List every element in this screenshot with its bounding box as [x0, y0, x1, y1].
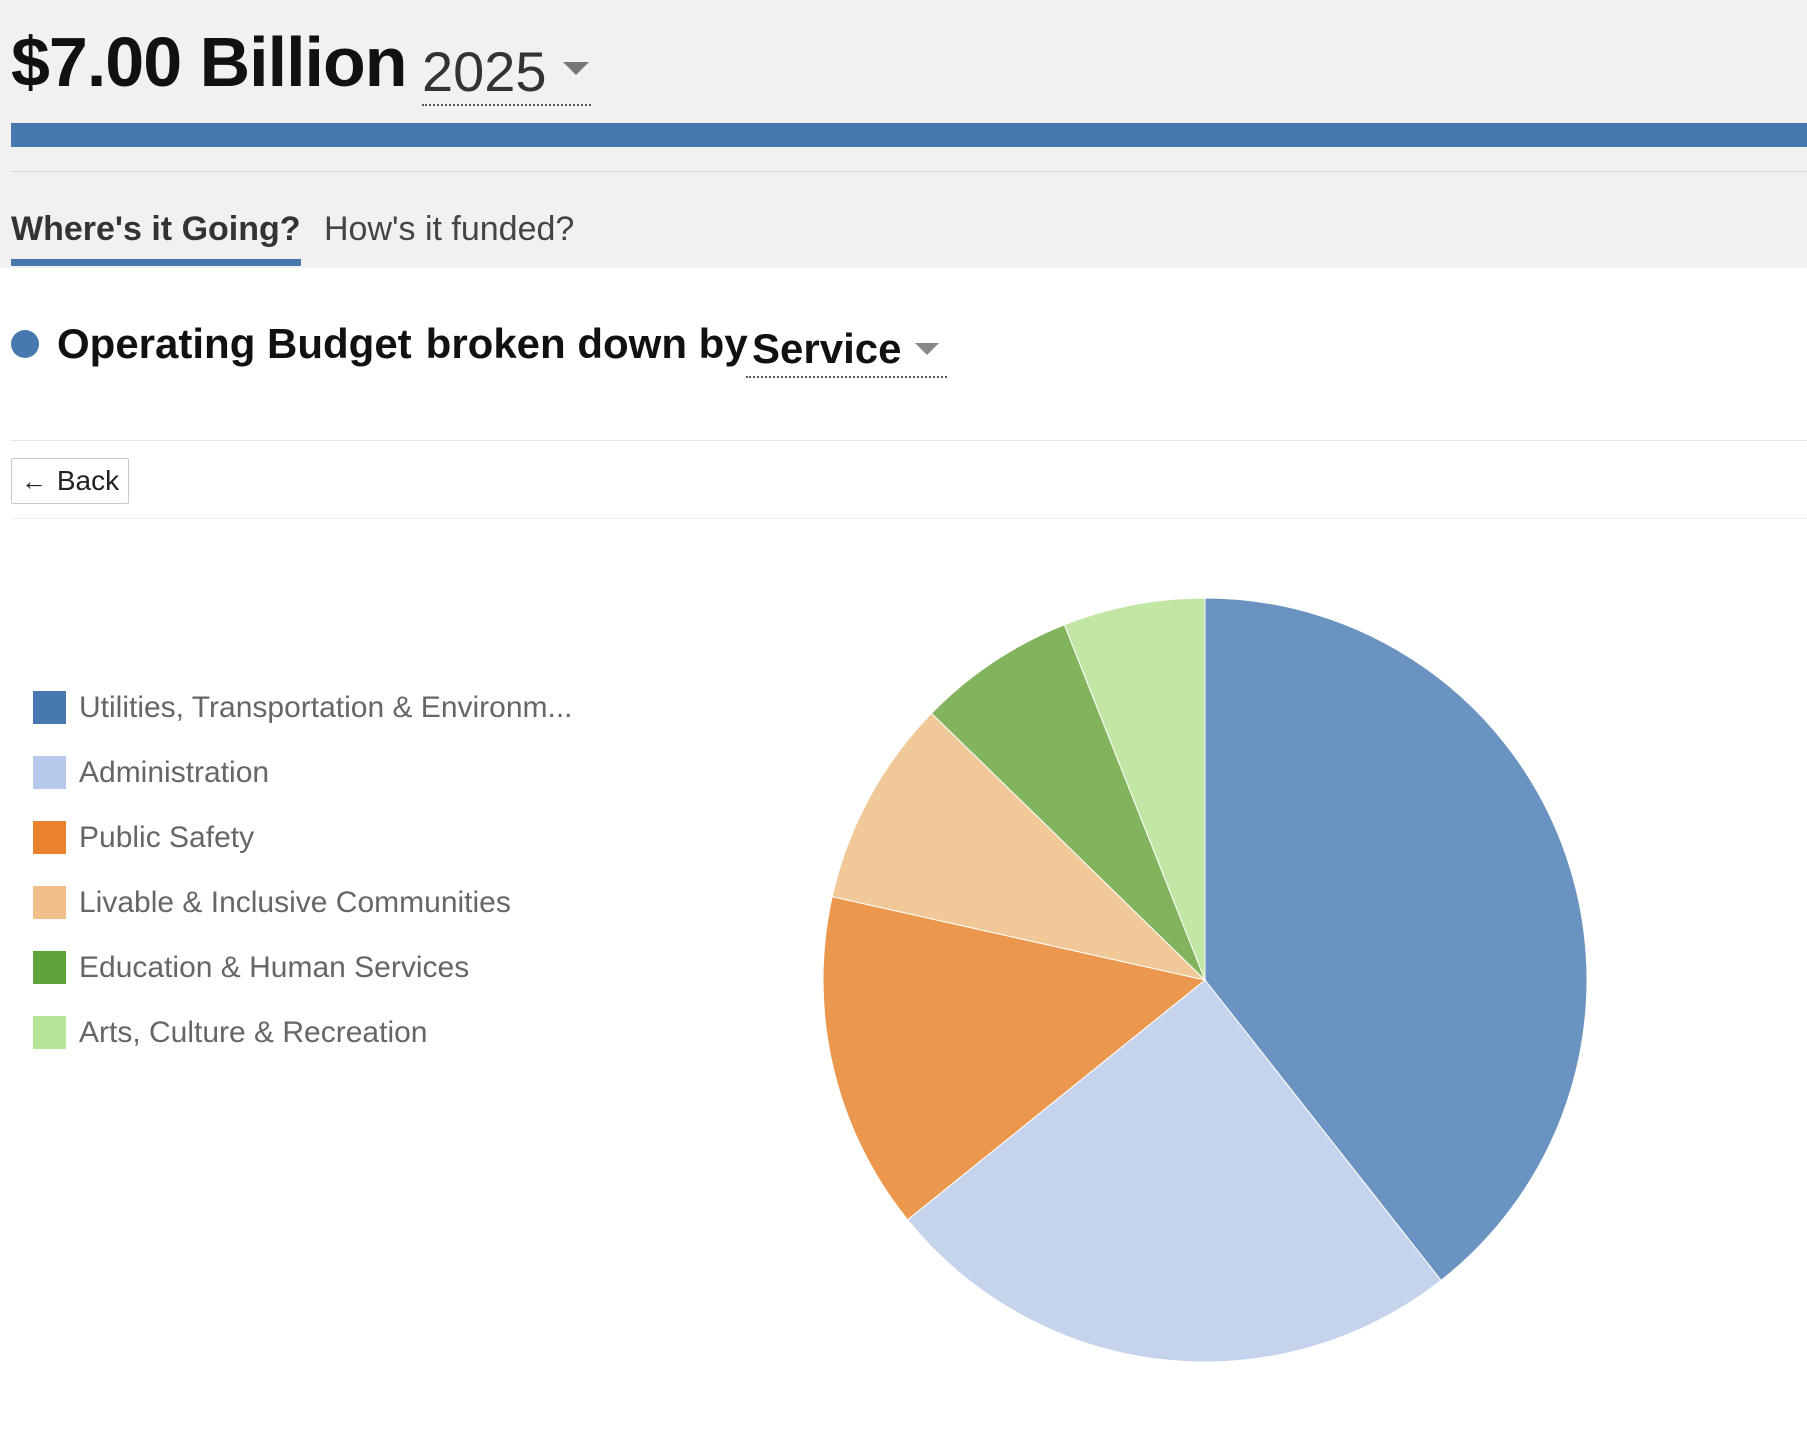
legend-label: Utilities, Transportation & Environm...: [79, 690, 573, 724]
legend-item[interactable]: Utilities, Transportation & Environm...: [33, 675, 573, 740]
legend-item[interactable]: Education & Human Services: [33, 935, 573, 1000]
legend-label: Administration: [79, 755, 270, 789]
legend-item[interactable]: Administration: [33, 740, 573, 805]
divider: [11, 518, 1807, 519]
breakdown-select[interactable]: Service: [746, 322, 948, 378]
legend-label: Arts, Culture & Recreation: [79, 1015, 428, 1049]
pie-slice[interactable]: [1204, 597, 1588, 1282]
divider: [11, 440, 1807, 441]
divider: [11, 171, 1807, 172]
title-broken-down: broken down by: [425, 320, 748, 367]
bullet-dot-icon: [11, 330, 39, 358]
tab-wheres-it-going[interactable]: Where's it Going?: [11, 210, 301, 266]
year-select[interactable]: 2025: [422, 38, 591, 106]
arrow-left-icon: ←: [20, 465, 47, 496]
legend-swatch: [33, 886, 66, 919]
pie-chart: [822, 597, 1588, 1363]
pie-slice[interactable]: [822, 896, 1207, 1221]
section-title: Operating Budget broken down by: [11, 320, 748, 368]
year-value: 2025: [422, 39, 547, 103]
legend-item[interactable]: Livable & Inclusive Communities: [33, 870, 573, 935]
title-budget: Operating Budget: [57, 320, 412, 367]
legend-label: Livable & Inclusive Communities: [79, 885, 511, 919]
year-bar: [11, 123, 1807, 147]
section-title-text: Operating Budget broken down by: [57, 320, 748, 368]
budget-total: $7.00 Billion: [11, 23, 407, 101]
legend-item[interactable]: Arts, Culture & Recreation: [33, 1000, 573, 1065]
pie-slice[interactable]: [831, 712, 1207, 981]
pie-slice[interactable]: [1063, 597, 1206, 981]
chevron-down-icon: [562, 61, 589, 75]
legend-swatch: [33, 1016, 66, 1049]
legend-item[interactable]: Public Safety: [33, 805, 573, 870]
back-button-label: Back: [56, 465, 120, 496]
chart-legend: Utilities, Transportation & Environm... A…: [33, 675, 573, 1065]
legend-swatch: [33, 756, 66, 789]
chevron-down-icon: [915, 343, 940, 355]
back-button[interactable]: ← Back: [11, 458, 129, 504]
legend-swatch: [33, 821, 66, 854]
pie-slice[interactable]: [906, 979, 1442, 1363]
pie-slice[interactable]: [930, 624, 1206, 981]
legend-label: Education & Human Services: [79, 950, 470, 984]
legend-swatch: [33, 691, 66, 724]
tab-hows-it-funded[interactable]: How's it funded?: [324, 210, 575, 248]
legend-label: Public Safety: [79, 820, 255, 854]
breakdown-value: Service: [752, 325, 902, 372]
legend-swatch: [33, 951, 66, 984]
